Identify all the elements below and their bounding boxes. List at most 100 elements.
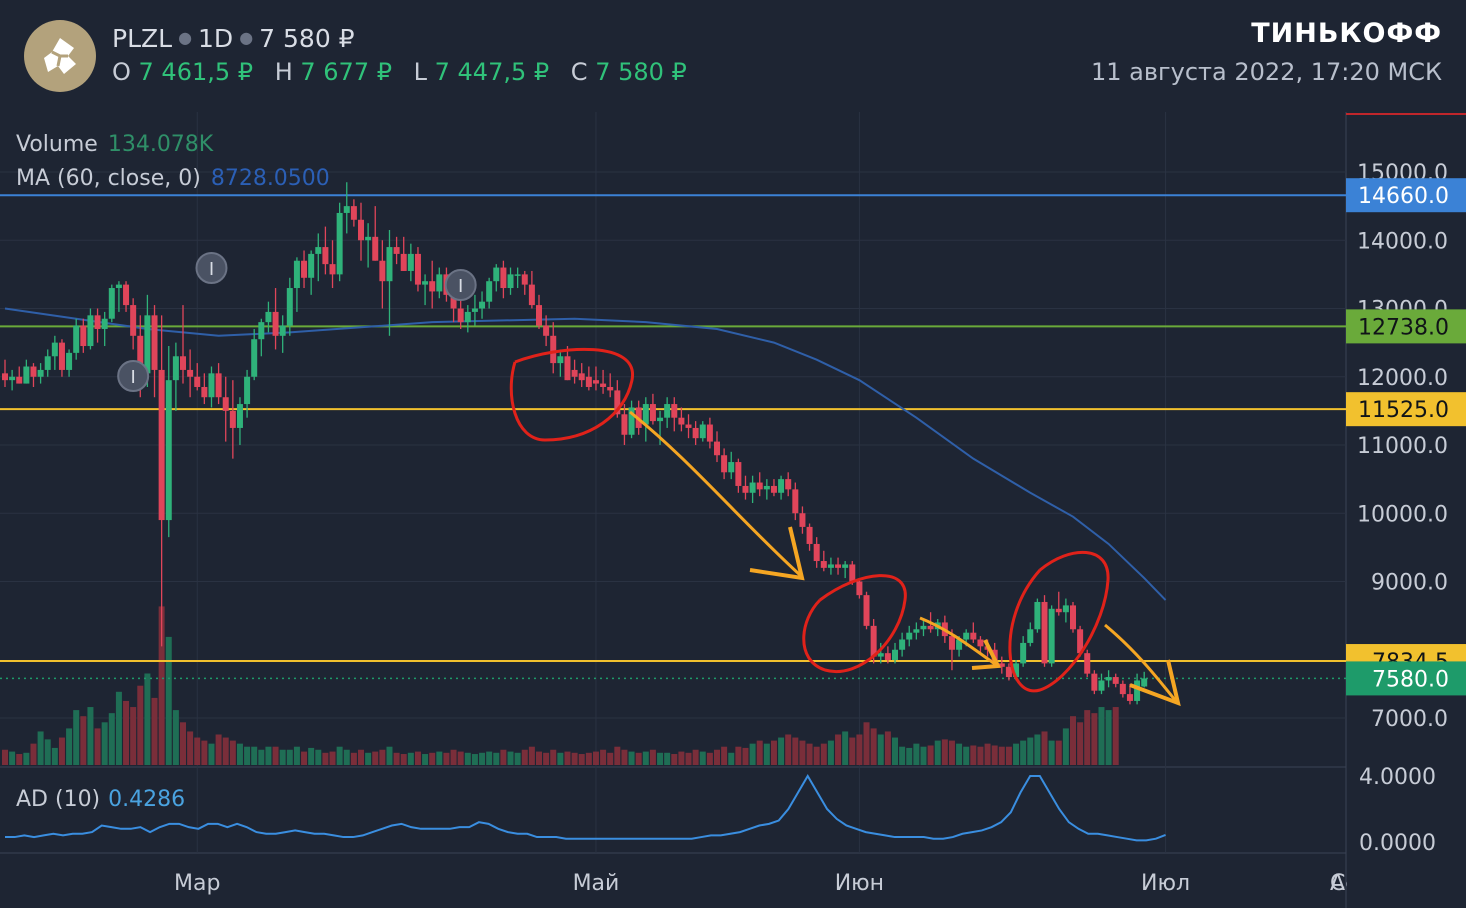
volume-bar	[614, 746, 621, 765]
volume-bar	[977, 746, 984, 765]
candle	[208, 366, 215, 408]
volume-bar	[407, 752, 414, 765]
volume-bar	[123, 700, 130, 765]
annotation-arrow	[1104, 623, 1177, 701]
candle	[892, 642, 898, 664]
candle	[678, 407, 685, 432]
event-marker-label: I	[458, 276, 463, 297]
candle-body	[315, 247, 322, 254]
volume-bar	[336, 746, 343, 765]
candle-body	[778, 479, 785, 493]
volume-bar	[770, 740, 777, 765]
candle-body	[308, 253, 315, 278]
volume-bar	[436, 751, 443, 765]
volume-bar	[94, 728, 101, 765]
ad-legend[interactable]: AD (10) 0.4286	[16, 787, 185, 812]
candle	[372, 206, 379, 261]
last-close-label-bg	[1346, 661, 1466, 696]
volume-bar	[315, 749, 322, 765]
candle	[58, 339, 65, 377]
volume-bar	[372, 751, 379, 765]
volume-bar	[1077, 722, 1084, 765]
last-price: 7 580 ₽	[259, 24, 355, 53]
volume-bar	[2, 749, 8, 765]
candle-body	[272, 311, 279, 336]
volume-bar	[678, 751, 685, 765]
volume-bar	[500, 749, 507, 765]
candle-body	[101, 318, 108, 329]
candle-body	[187, 369, 194, 377]
candle	[471, 294, 478, 326]
volume-bar	[934, 740, 941, 765]
volume-bar	[1105, 710, 1112, 765]
candle	[728, 451, 735, 480]
annotation-circle	[509, 347, 634, 442]
candle	[1105, 670, 1112, 688]
volume-bar	[827, 740, 834, 765]
annotation-arrowhead	[749, 526, 805, 581]
candle-body	[115, 284, 122, 289]
volume-bar	[920, 746, 927, 765]
candle-body	[1098, 680, 1105, 691]
volume-bar	[194, 737, 201, 765]
candle	[877, 642, 884, 664]
candle-body	[44, 356, 51, 370]
candle-body	[728, 462, 735, 473]
candle-body	[820, 561, 827, 568]
event-marker	[444, 269, 477, 301]
candle	[87, 308, 94, 350]
volume-legend[interactable]: Volume 134.078K	[16, 132, 213, 157]
volume-bar	[1091, 713, 1098, 765]
volume-bar	[984, 743, 991, 765]
candle	[365, 223, 372, 268]
candle-body	[108, 288, 115, 319]
candle	[913, 622, 920, 640]
candle	[592, 366, 599, 391]
candle-body	[521, 274, 528, 285]
candle-body	[422, 281, 429, 285]
candle-body	[756, 482, 763, 490]
candle-body	[963, 632, 970, 640]
volume-bar	[229, 740, 236, 765]
volume-bar	[286, 749, 293, 765]
volume-bar	[607, 752, 614, 765]
candle	[884, 646, 891, 664]
candle-body	[536, 305, 542, 326]
volume-bar	[970, 745, 977, 765]
candle-body	[464, 311, 471, 323]
ticker-symbol[interactable]: PLZL	[112, 24, 173, 53]
candle	[763, 479, 770, 500]
candle	[863, 591, 870, 630]
candle	[180, 305, 186, 384]
volume-bar	[763, 743, 770, 765]
candle	[528, 270, 535, 309]
axis-corner	[1347, 860, 1466, 908]
candle	[386, 230, 393, 336]
ma-legend[interactable]: MA (60, close, 0) 8728.0500	[16, 166, 330, 191]
candle-body	[849, 564, 856, 582]
candle-body	[436, 274, 443, 292]
candle	[564, 346, 571, 381]
volume-bar	[1020, 740, 1027, 765]
candle-body	[208, 373, 215, 398]
candle	[1084, 649, 1091, 678]
candle-body	[585, 376, 592, 387]
volume-label: Volume	[16, 132, 98, 157]
interval-label[interactable]: 1D	[198, 24, 234, 53]
volume-bar	[30, 743, 37, 765]
candle	[101, 311, 108, 347]
candle-body	[322, 247, 329, 265]
candle-body	[998, 663, 1005, 667]
candle-body	[607, 386, 614, 391]
candle	[664, 397, 671, 428]
candle	[543, 315, 550, 347]
candle	[842, 561, 849, 579]
candle-body	[835, 564, 842, 568]
candle	[578, 363, 585, 387]
candle-body	[329, 264, 336, 275]
candle	[2, 359, 8, 387]
candle	[749, 475, 756, 504]
